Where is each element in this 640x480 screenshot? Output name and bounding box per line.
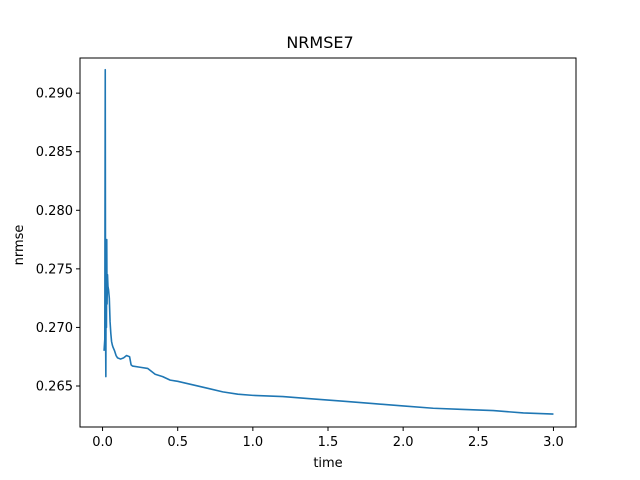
x-tick-label: 2.0 (393, 435, 414, 450)
x-axis-ticks: 0.0 0.5 1.0 1.5 2.0 2.5 3.0 (92, 427, 564, 450)
y-axis-ticks: 0.265 0.270 0.275 0.280 0.285 0.290 (36, 87, 80, 395)
series-line-0 (103, 68, 554, 415)
x-axis-label: time (313, 456, 342, 471)
x-tick-label: 2.5 (468, 435, 489, 450)
y-tick-label: 0.280 (36, 204, 73, 219)
x-tick-label: 0.0 (92, 435, 113, 450)
x-tick-label: 0.5 (167, 435, 188, 450)
y-axis-label: nrmse (12, 225, 27, 266)
y-tick-label: 0.285 (36, 145, 73, 160)
series-layer (103, 68, 554, 415)
y-tick-label: 0.275 (36, 262, 73, 277)
x-tick-label: 1.0 (243, 435, 264, 450)
chart-title: NRMSE7 (286, 33, 353, 52)
x-tick-label: 1.5 (318, 435, 339, 450)
y-tick-label: 0.265 (36, 380, 73, 395)
y-tick-label: 0.270 (36, 321, 73, 336)
y-tick-label: 0.290 (36, 87, 73, 102)
x-tick-label: 3.0 (543, 435, 564, 450)
